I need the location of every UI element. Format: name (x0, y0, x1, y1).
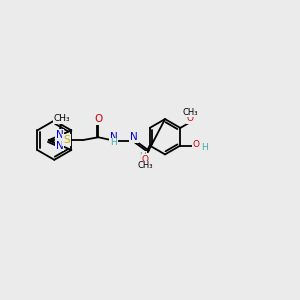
Text: S: S (63, 135, 70, 145)
Text: CH₃: CH₃ (53, 114, 70, 123)
Text: N: N (110, 132, 118, 142)
Text: O: O (187, 114, 194, 123)
Text: H: H (139, 152, 146, 161)
Text: CH₃: CH₃ (137, 161, 153, 170)
Text: N: N (130, 132, 138, 142)
Text: H: H (110, 138, 117, 147)
Text: O: O (141, 154, 148, 164)
Text: CH₃: CH₃ (182, 108, 198, 117)
Text: H: H (201, 143, 208, 152)
Text: N: N (56, 130, 63, 140)
Text: O: O (192, 140, 199, 149)
Text: N: N (56, 141, 63, 151)
Text: O: O (94, 114, 102, 124)
